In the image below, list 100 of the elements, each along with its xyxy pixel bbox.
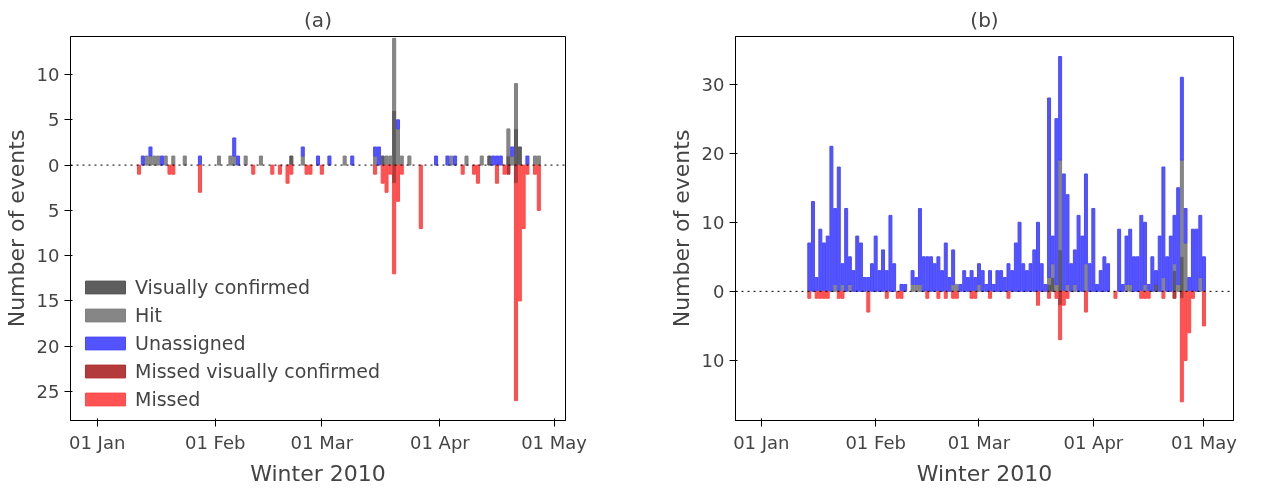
bar [829, 145, 834, 292]
bar [884, 290, 889, 299]
bar [1113, 290, 1118, 299]
bar [818, 290, 823, 299]
bar [140, 155, 145, 166]
bar [1142, 290, 1147, 299]
bar [308, 164, 313, 175]
bar [1176, 187, 1181, 285]
y-tick-label: 10 [36, 64, 60, 86]
bar [954, 290, 959, 299]
x-tick-label: 01 Mar [290, 431, 354, 453]
bar [995, 270, 1000, 292]
bar [171, 164, 176, 175]
bar [1036, 290, 1040, 306]
bar [327, 155, 332, 166]
bar [494, 164, 499, 184]
bar [1006, 263, 1011, 292]
bar [289, 155, 294, 166]
bar [962, 270, 967, 292]
y-tick-label: 0 [48, 154, 60, 176]
bar [167, 164, 172, 175]
y-tick-label: 15 [36, 290, 60, 312]
bar [506, 164, 511, 175]
bar [395, 119, 400, 130]
bar [818, 228, 823, 292]
x-tick-label: 01 Apr [1063, 431, 1124, 453]
y-tick-label: 5 [48, 199, 60, 221]
bar [936, 290, 941, 299]
bar [270, 164, 275, 175]
bar [999, 270, 1004, 292]
x-tick-label: 01 May [521, 431, 588, 453]
bar [536, 164, 541, 211]
bar [479, 155, 484, 166]
bar [825, 290, 830, 299]
legend-label: Visually confirmed [135, 276, 311, 298]
bar [506, 128, 511, 157]
x-tick-label: 01 May [1171, 431, 1238, 453]
y-tick-label: 5 [48, 109, 60, 131]
chart-title: (b) [970, 7, 999, 32]
bar [1150, 256, 1155, 292]
bar [392, 110, 397, 166]
bar [464, 155, 469, 166]
bar [1202, 290, 1206, 327]
bar [888, 214, 893, 292]
y-tick-label: 10 [36, 245, 60, 267]
bar [228, 155, 233, 166]
bar [251, 164, 256, 175]
bar [1047, 290, 1052, 299]
bar [810, 201, 815, 292]
bar [1047, 97, 1052, 279]
bar [453, 155, 458, 166]
y-tick-label: 10 [701, 211, 725, 233]
bar [1179, 76, 1184, 161]
bar [836, 166, 841, 292]
bar [137, 164, 142, 175]
bar [1083, 290, 1088, 313]
bar [925, 256, 930, 292]
y-axis-title: Number of events [668, 129, 694, 328]
bar [460, 164, 465, 175]
x-tick-label: 01 Jan [68, 431, 126, 453]
bar [844, 207, 849, 292]
bar [988, 290, 993, 299]
y-tick-label: 10 [701, 349, 725, 371]
bar [969, 290, 974, 299]
bar [1076, 214, 1081, 292]
bar [1102, 256, 1107, 292]
bar [1117, 228, 1122, 292]
x-tick-label: 01 Feb [845, 431, 906, 453]
bar [1183, 207, 1188, 244]
bar [1176, 283, 1181, 292]
bar [434, 155, 439, 166]
bar [951, 290, 956, 299]
bar [899, 283, 904, 292]
legend-label: Missed visually confirmed [135, 360, 381, 382]
bar [873, 235, 878, 292]
bar [925, 290, 930, 299]
bar [1091, 207, 1096, 292]
bar [197, 155, 202, 166]
bar [163, 155, 168, 166]
bar [392, 37, 397, 112]
bar [350, 155, 355, 166]
bar [1017, 221, 1022, 292]
bar [513, 83, 519, 130]
bar [1054, 290, 1059, 299]
bar [418, 164, 423, 229]
bar [388, 155, 393, 166]
bar [502, 164, 507, 175]
legend-label: Unassigned [135, 332, 246, 354]
bar [1083, 263, 1088, 292]
x-tick-label: 01 Jan [733, 431, 790, 453]
y-tick-label: 20 [701, 142, 725, 164]
x-tick-label: 01 Apr [409, 431, 471, 453]
bar [300, 146, 305, 157]
bar [491, 155, 496, 166]
bar [304, 164, 309, 175]
x-axis-title: Winter 2010 [250, 460, 386, 486]
bar [445, 155, 450, 166]
bar [969, 270, 974, 292]
bar [1146, 290, 1151, 299]
bar [376, 146, 381, 166]
